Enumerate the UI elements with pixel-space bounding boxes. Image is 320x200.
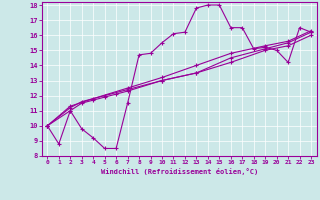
X-axis label: Windchill (Refroidissement éolien,°C): Windchill (Refroidissement éolien,°C) [100,168,258,175]
